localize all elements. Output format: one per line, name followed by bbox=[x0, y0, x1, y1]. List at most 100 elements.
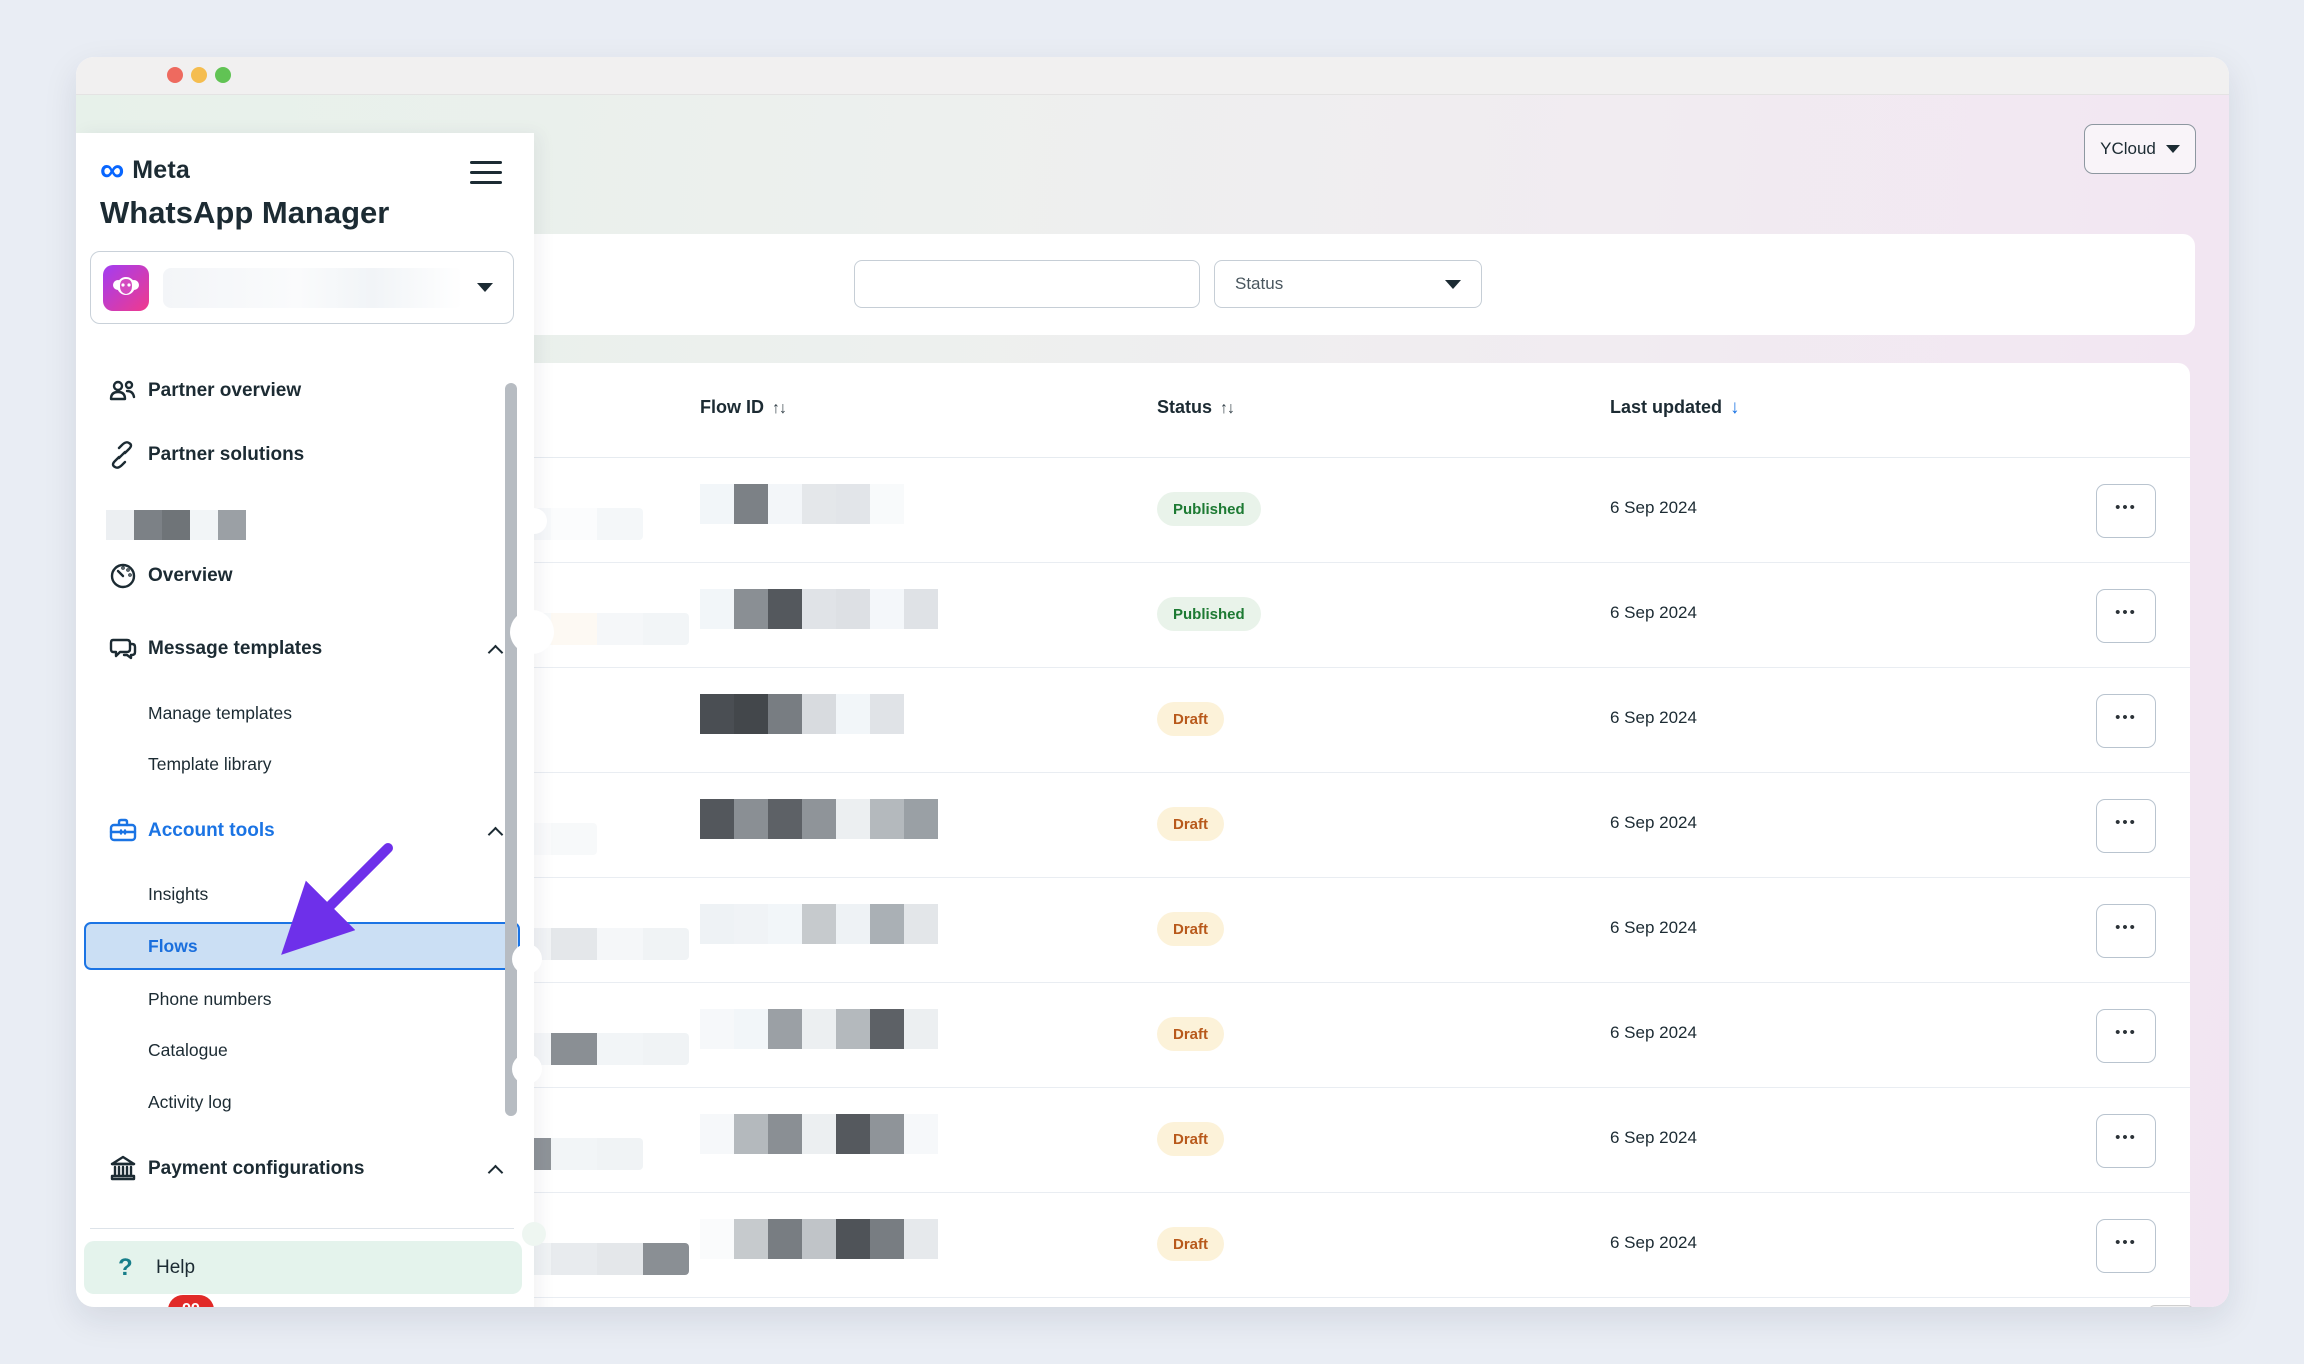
sidebar-item-label: Overview bbox=[148, 565, 233, 586]
sidebar-item-account-tools[interactable]: Account tools bbox=[76, 809, 534, 853]
workspace-dropdown-button[interactable]: YCloud bbox=[2084, 124, 2196, 174]
gauge-icon bbox=[106, 559, 140, 593]
sidebar-item-overview[interactable]: Overview bbox=[76, 554, 534, 598]
row-actions-button[interactable] bbox=[2096, 1114, 2156, 1168]
sidebar-item-catalogue[interactable]: Catalogue bbox=[76, 1028, 534, 1072]
sidebar-item-activity-log[interactable]: Activity log bbox=[76, 1080, 534, 1124]
sidebar-item-label: Activity log bbox=[148, 1091, 232, 1112]
status-badge: Published bbox=[1157, 597, 1261, 631]
status-filter-select[interactable]: Status bbox=[1214, 260, 1482, 308]
column-header-last-updated[interactable]: Last updated bbox=[1610, 397, 1740, 419]
sidebar-item-phone-numbers[interactable]: Phone numbers bbox=[76, 977, 534, 1021]
last-updated-value: 6 Sep 2024 bbox=[1610, 813, 1697, 832]
sidebar-item-message-templates[interactable]: Message templates bbox=[76, 627, 534, 671]
last-updated-value: 6 Sep 2024 bbox=[1610, 1023, 1697, 1042]
last-updated-value: 6 Sep 2024 bbox=[1610, 708, 1697, 727]
redaction-blob bbox=[510, 610, 554, 654]
sidebar-item-payment-configurations[interactable]: Payment configurations bbox=[76, 1147, 534, 1191]
status-badge: Draft bbox=[1157, 912, 1225, 946]
minimize-window-icon[interactable] bbox=[191, 67, 207, 83]
notification-count-badge: 99 bbox=[168, 1295, 214, 1307]
row-actions-button[interactable] bbox=[2096, 904, 2156, 958]
table-row[interactable]: Published 6 Sep 2024 bbox=[460, 458, 2190, 563]
table-row[interactable]: Draft 6 Sep 2024 bbox=[460, 878, 2190, 983]
browser-window: YCloud Status Create flow Flow ID bbox=[76, 57, 2229, 1307]
flow-id-redacted bbox=[700, 1114, 938, 1154]
sidebar-item-flows[interactable]: Flows bbox=[84, 922, 520, 970]
sidebar-item-template-library[interactable]: Template library bbox=[76, 742, 534, 786]
sidebar-item-label: Template library bbox=[148, 753, 272, 774]
window-titlebar bbox=[76, 57, 2229, 95]
status-badge: Draft bbox=[1157, 702, 1225, 736]
sidebar-item-label: Flows bbox=[148, 935, 198, 956]
sidebar-item-label: Account tools bbox=[148, 820, 275, 841]
column-label: Last updated bbox=[1610, 397, 1723, 417]
column-header-status[interactable]: Status bbox=[1157, 397, 1234, 418]
status-badge: Draft bbox=[1157, 1017, 1225, 1051]
row-actions-button[interactable] bbox=[2096, 1219, 2156, 1273]
row-actions-button[interactable] bbox=[2096, 1009, 2156, 1063]
bank-icon bbox=[106, 1152, 140, 1186]
chevron-down-icon bbox=[2165, 145, 2180, 153]
flow-id-redacted bbox=[700, 1009, 938, 1049]
close-window-icon[interactable] bbox=[167, 67, 183, 83]
sort-descending-icon[interactable] bbox=[1730, 397, 1740, 419]
globe-translate-widget[interactable] bbox=[2148, 1305, 2194, 1307]
people-icon bbox=[106, 374, 140, 408]
sidebar-item-insights[interactable]: Insights bbox=[76, 872, 534, 916]
redaction-blob bbox=[521, 508, 547, 534]
sidebar-item-redacted[interactable] bbox=[76, 503, 534, 547]
column-header-flow-id[interactable]: Flow ID bbox=[700, 397, 786, 418]
sort-both-icon[interactable] bbox=[1220, 397, 1234, 418]
meta-logo-icon: ∞ bbox=[100, 151, 125, 189]
table-row[interactable]: Draft 6 Sep 2024 bbox=[460, 773, 2190, 878]
row-actions-button[interactable] bbox=[2096, 589, 2156, 643]
flow-id-redacted bbox=[700, 1219, 938, 1259]
sidebar-item-partner-overview[interactable]: Partner overview bbox=[76, 369, 534, 413]
status-badge: Draft bbox=[1157, 807, 1225, 841]
table-row[interactable] bbox=[460, 1298, 2190, 1307]
brand-name: Meta bbox=[132, 155, 191, 184]
table-row[interactable]: Draft 6 Sep 2024 bbox=[460, 1088, 2190, 1193]
table-row[interactable]: Draft 6 Sep 2024 bbox=[460, 1193, 2190, 1298]
last-updated-value: 6 Sep 2024 bbox=[1610, 918, 1697, 937]
menu-hamburger-icon[interactable] bbox=[470, 161, 502, 185]
table-row[interactable]: Draft 6 Sep 2024 bbox=[460, 983, 2190, 1088]
row-actions-button[interactable] bbox=[2096, 484, 2156, 538]
sidebar-item-manage-templates[interactable]: Manage templates bbox=[76, 691, 534, 735]
table-row[interactable]: Published 6 Sep 2024 bbox=[460, 563, 2190, 668]
sidebar: ∞ Meta WhatsApp Manager bbox=[76, 133, 534, 1307]
link-icon bbox=[106, 438, 140, 472]
sidebar-item-label: Message templates bbox=[148, 638, 323, 659]
sidebar-scrollbar[interactable] bbox=[505, 383, 517, 1116]
divider bbox=[90, 1228, 514, 1229]
chevron-up-icon[interactable] bbox=[487, 644, 504, 661]
sidebar-item-label: Catalogue bbox=[148, 1039, 228, 1060]
table-row[interactable]: Draft 6 Sep 2024 bbox=[460, 668, 2190, 773]
row-actions-button[interactable] bbox=[2096, 694, 2156, 748]
search-input[interactable] bbox=[854, 260, 1200, 308]
sidebar-item-label: Payment configurations bbox=[148, 1158, 365, 1179]
flow-id-redacted bbox=[700, 904, 938, 944]
sidebar-item-label: Partner overview bbox=[148, 380, 302, 401]
chevron-up-icon[interactable] bbox=[487, 1164, 504, 1181]
row-actions-button[interactable] bbox=[2096, 799, 2156, 853]
redaction-blob bbox=[512, 1054, 542, 1084]
sidebar-item-help[interactable]: ? Help bbox=[84, 1241, 522, 1294]
account-name-redacted bbox=[163, 267, 463, 308]
last-updated-value: 6 Sep 2024 bbox=[1610, 1233, 1697, 1252]
column-label: Status bbox=[1157, 397, 1213, 417]
main-content-area: YCloud Status Create flow Flow ID bbox=[76, 95, 2229, 1307]
chevron-up-icon[interactable] bbox=[487, 826, 504, 843]
chevron-down-icon bbox=[1445, 279, 1461, 289]
page-title: WhatsApp Manager bbox=[100, 195, 390, 230]
account-selector[interactable] bbox=[90, 251, 514, 324]
redaction-blob bbox=[522, 1222, 546, 1246]
redacted-label bbox=[106, 510, 246, 540]
zoom-window-icon[interactable] bbox=[215, 67, 231, 83]
flow-id-redacted bbox=[700, 484, 904, 524]
sort-both-icon[interactable] bbox=[772, 397, 786, 418]
chat-icon bbox=[106, 632, 140, 666]
sidebar-item-partner-solutions[interactable]: Partner solutions bbox=[76, 433, 534, 477]
